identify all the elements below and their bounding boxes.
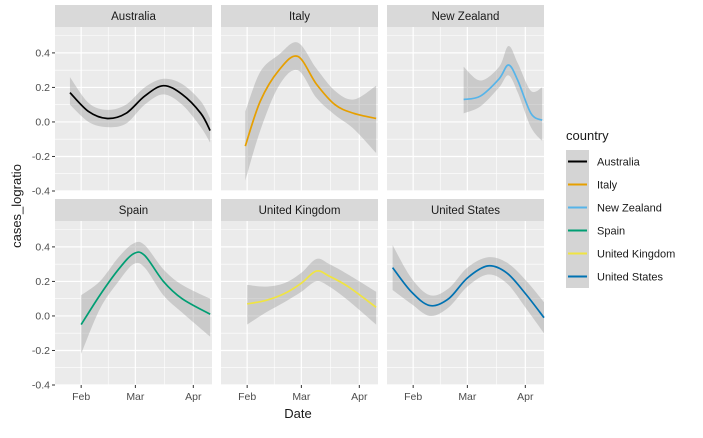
legend-label-spain: Spain [597, 226, 625, 238]
facet-panel-united-kingdom: United Kingdom Feb Mar Apr [221, 199, 378, 403]
facet-panel-united-states: United States Feb Mar Apr [387, 199, 545, 403]
confidence-band-spain [81, 241, 211, 354]
y-tick-label: -0.4 [32, 186, 50, 198]
series-line-united-kingdom [247, 270, 377, 308]
facet-strip-italy [221, 5, 378, 27]
x-tick-label: Mar [292, 391, 311, 403]
x-tick-label: Mar [126, 391, 145, 403]
x-axis-title: Date [284, 406, 311, 421]
x-tick-label: Feb [238, 391, 256, 403]
facet-strip-new-zealand [387, 5, 544, 27]
facet-panel-australia: Australia -0.4 -0.2 0.0 0.2 0.4 [32, 5, 212, 198]
series-line-united-states [391, 264, 545, 319]
y-tick-label: -0.2 [32, 345, 50, 357]
y-tick-label: 0.4 [35, 241, 50, 253]
series-line-italy [244, 55, 377, 147]
legend-label-united-kingdom: United Kingdom [597, 249, 675, 261]
x-tick-label: Feb [72, 391, 90, 403]
x-tick-label: Feb [404, 391, 422, 403]
series-line-new-zealand [463, 64, 543, 122]
legend-entry-united-kingdom: United Kingdom [566, 242, 675, 265]
legend-entry-italy: Italy [566, 173, 618, 196]
legend-label-italy: Italy [597, 180, 618, 192]
legend-label-australia: Australia [597, 157, 641, 169]
facet-strip-australia [55, 5, 212, 27]
legend: country Australia Italy New Zealand Spain Uni… [566, 128, 675, 288]
facet-strip-label-spain: Spain [119, 205, 148, 217]
facet-strip-united-states [387, 199, 544, 221]
y-tick-label: -0.4 [32, 380, 50, 392]
facet-strip-label-united-states: United States [431, 205, 500, 217]
y-axis-title: cases_logratio [9, 164, 24, 248]
confidence-band-united-states [392, 245, 544, 334]
x-tick-label: Apr [517, 391, 534, 403]
legend-title: country [566, 128, 609, 143]
y-tick-label: -0.2 [32, 151, 50, 163]
facet-strip-spain [55, 199, 212, 221]
facet-strip-label-new-zealand: New Zealand [432, 11, 500, 23]
y-tick-label: 0.0 [35, 116, 50, 128]
facet-panel-new-zealand: New Zealand [387, 5, 544, 192]
facet-panel-italy: Italy [221, 5, 378, 192]
confidence-band-italy [245, 42, 377, 181]
legend-label-united-states: United States [597, 272, 664, 284]
facet-strip-label-australia: Australia [111, 11, 156, 23]
legend-label-new-zealand: New Zealand [597, 203, 662, 215]
legend-entry-new-zealand: New Zealand [566, 196, 662, 219]
legend-entry-spain: Spain [566, 219, 625, 242]
series-line-australia [69, 84, 211, 131]
facet-strip-united-kingdom [221, 199, 378, 221]
facet-strip-label-italy: Italy [289, 11, 310, 23]
y-tick-label: 0.0 [35, 310, 50, 322]
confidence-band-new-zealand [463, 45, 543, 141]
legend-entry-australia: Australia [566, 150, 641, 173]
legend-entry-united-states: United States [566, 265, 664, 288]
x-tick-label: Apr [185, 391, 202, 403]
x-tick-label: Apr [351, 391, 368, 403]
x-tick-label: Mar [458, 391, 477, 403]
confidence-band-australia [69, 77, 211, 143]
series-line-spain [80, 251, 211, 326]
y-tick-label: 0.2 [35, 276, 50, 288]
y-tick-label: 0.2 [35, 82, 50, 94]
confidence-band-united-kingdom [247, 258, 377, 325]
y-tick-label: 0.4 [35, 47, 50, 59]
facet-strip-label-united-kingdom: United Kingdom [259, 205, 341, 217]
facet-panel-spain: Spain -0.4 -0.2 0.0 0.2 0.4 Feb Mar Apr [32, 199, 212, 403]
